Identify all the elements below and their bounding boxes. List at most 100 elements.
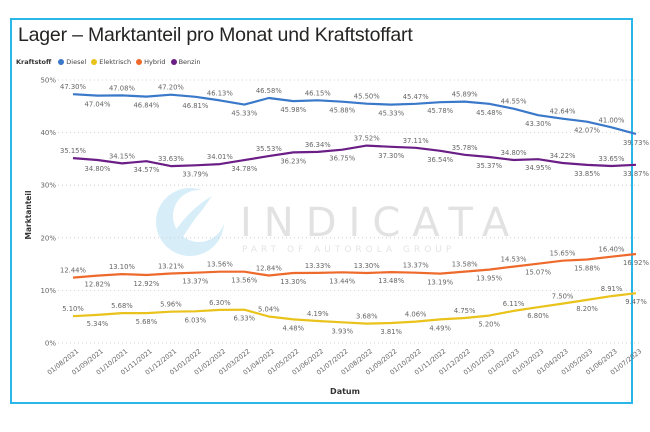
y-tick-label: 50% bbox=[40, 77, 56, 85]
data-label: 4.48% bbox=[283, 324, 305, 332]
data-label: 35.78% bbox=[452, 144, 478, 152]
data-label: 45.50% bbox=[354, 93, 380, 101]
data-label: 36.75% bbox=[329, 155, 355, 163]
data-label: 41.00% bbox=[599, 116, 625, 124]
data-label: 6.03% bbox=[185, 316, 207, 324]
data-label: 4.19% bbox=[307, 310, 329, 318]
legend-item-hybrid[interactable]: Hybrid bbox=[136, 58, 166, 66]
data-label: 7.50% bbox=[552, 293, 574, 301]
legend-label-hybrid: Hybrid bbox=[144, 58, 166, 66]
data-label: 34.80% bbox=[501, 149, 527, 157]
data-label: 6.30% bbox=[209, 299, 231, 307]
data-label: 3.81% bbox=[380, 328, 402, 336]
data-label: 4.49% bbox=[429, 324, 451, 332]
series-line-benzin[interactable] bbox=[72, 144, 637, 168]
data-label: 45.78% bbox=[427, 107, 453, 115]
data-label: 13.30% bbox=[280, 278, 306, 286]
data-label: 6.80% bbox=[527, 312, 549, 320]
series-line-diesel[interactable] bbox=[72, 93, 637, 136]
data-label: 33.63% bbox=[158, 155, 184, 163]
watermark-brand: INDICATA bbox=[240, 200, 521, 246]
data-label: 4.06% bbox=[405, 311, 427, 319]
legend-label-elektrisch: Elektrisch bbox=[99, 58, 132, 66]
legend-dot-icon bbox=[170, 59, 177, 65]
data-label: 12.84% bbox=[256, 265, 282, 273]
data-label: 34.80% bbox=[85, 165, 111, 173]
data-label: 36.54% bbox=[427, 156, 453, 164]
data-label: 33.79% bbox=[182, 170, 208, 178]
y-tick-label: 10% bbox=[40, 287, 56, 295]
data-label: 34.95% bbox=[525, 164, 551, 172]
data-label: 8.20% bbox=[576, 305, 598, 313]
data-label: 46.13% bbox=[207, 89, 233, 97]
series-line-hybrid[interactable] bbox=[72, 252, 637, 279]
data-label: 43.30% bbox=[525, 120, 551, 128]
series-line-elektrisch[interactable] bbox=[72, 292, 637, 325]
legend-dot-icon bbox=[58, 59, 65, 65]
data-label: 46.58% bbox=[256, 87, 282, 95]
data-label: 12.92% bbox=[133, 280, 159, 288]
legend: Kraftstoff Diesel Elektrisch Hybrid Benz… bbox=[16, 58, 200, 66]
data-label: 16.40% bbox=[599, 246, 625, 254]
data-label: 37.11% bbox=[403, 137, 429, 145]
data-label: 5.10% bbox=[62, 305, 84, 313]
data-label: 5.96% bbox=[160, 301, 182, 309]
data-label: 3.68% bbox=[356, 313, 378, 321]
y-tick-label: 20% bbox=[40, 234, 56, 242]
data-label: 35.37% bbox=[476, 162, 502, 170]
watermark-tagline: PART OF AUTOROLA GROUP bbox=[242, 245, 455, 255]
data-label: 13.58% bbox=[452, 261, 478, 269]
data-label: 45.89% bbox=[452, 91, 478, 99]
data-label: 34.22% bbox=[550, 152, 576, 160]
data-label: 45.98% bbox=[280, 106, 306, 114]
legend-title: Kraftstoff bbox=[16, 58, 52, 66]
legend-dot-icon bbox=[91, 59, 98, 65]
data-label: 13.19% bbox=[427, 279, 453, 287]
data-label: 6.11% bbox=[503, 300, 525, 308]
data-label: 3.93% bbox=[331, 327, 353, 335]
data-label: 15.65% bbox=[550, 250, 576, 258]
chart-card bbox=[10, 18, 633, 404]
data-label: 46.84% bbox=[133, 102, 159, 110]
data-label: 45.88% bbox=[329, 107, 355, 115]
data-label: 8.91% bbox=[601, 285, 623, 293]
legend-item-elektrisch[interactable]: Elektrisch bbox=[91, 58, 131, 66]
data-label: 47.20% bbox=[158, 84, 184, 92]
data-label: 5.04% bbox=[258, 306, 280, 314]
data-label: 13.33% bbox=[305, 262, 331, 270]
data-label: 33.65% bbox=[599, 155, 625, 163]
y-tick-label: 0% bbox=[45, 340, 56, 348]
y-tick-label: 30% bbox=[40, 182, 56, 190]
watermark: INDICATA PART OF AUTOROLA GROUP bbox=[156, 188, 521, 256]
data-label: 42.07% bbox=[574, 127, 600, 135]
data-label: 47.30% bbox=[60, 83, 86, 91]
data-label: 42.64% bbox=[550, 108, 576, 116]
data-label: 9.47% bbox=[625, 298, 647, 306]
data-label: 13.56% bbox=[231, 277, 257, 285]
data-label: 12.44% bbox=[60, 267, 86, 275]
data-label: 33.87% bbox=[623, 170, 649, 178]
data-label: 45.48% bbox=[476, 109, 502, 117]
data-label: 12.82% bbox=[85, 281, 111, 289]
data-label: 13.10% bbox=[109, 263, 135, 271]
data-label: 13.37% bbox=[403, 262, 429, 270]
data-label: 13.95% bbox=[476, 275, 502, 283]
data-label: 13.21% bbox=[158, 263, 184, 271]
data-label: 37.52% bbox=[354, 135, 380, 143]
data-label: 13.37% bbox=[182, 278, 208, 286]
data-label: 13.48% bbox=[378, 277, 404, 285]
y-axis-label: Marktanteil bbox=[24, 190, 33, 239]
legend-item-benzin[interactable]: Benzin bbox=[170, 58, 200, 66]
data-label: 13.56% bbox=[207, 261, 233, 269]
data-label: 34.15% bbox=[109, 152, 135, 160]
data-label: 34.01% bbox=[207, 153, 233, 161]
data-label: 14.53% bbox=[501, 256, 527, 264]
legend-item-diesel[interactable]: Diesel bbox=[58, 58, 86, 66]
data-label: 45.47% bbox=[403, 93, 429, 101]
data-label: 5.34% bbox=[87, 320, 109, 328]
data-label: 5.68% bbox=[111, 302, 133, 310]
data-label: 13.44% bbox=[329, 277, 355, 285]
data-label: 5.20% bbox=[478, 321, 500, 329]
data-label: 13.30% bbox=[354, 262, 380, 270]
x-axis-label: Datum bbox=[330, 387, 360, 396]
